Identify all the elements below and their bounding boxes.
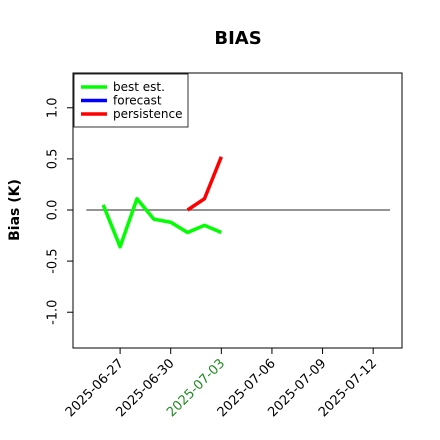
legend-label: forecast — [113, 94, 162, 108]
series-line — [101, 196, 223, 249]
legend-label: best est. — [113, 80, 165, 94]
legend-label: persistence — [113, 107, 182, 121]
y-tick-label: 0.0 — [46, 200, 61, 221]
plot-frame — [72, 72, 403, 349]
series-line — [186, 156, 223, 212]
chart-title: BIAS — [214, 28, 261, 49]
y-tick-label: -1.0 — [46, 300, 61, 325]
y-tick-label: 1.0 — [46, 97, 61, 118]
y-tick-label: -0.5 — [46, 248, 61, 273]
y-tick-label: 0.5 — [46, 149, 61, 170]
y-axis-label: Bias (K) — [7, 179, 23, 241]
